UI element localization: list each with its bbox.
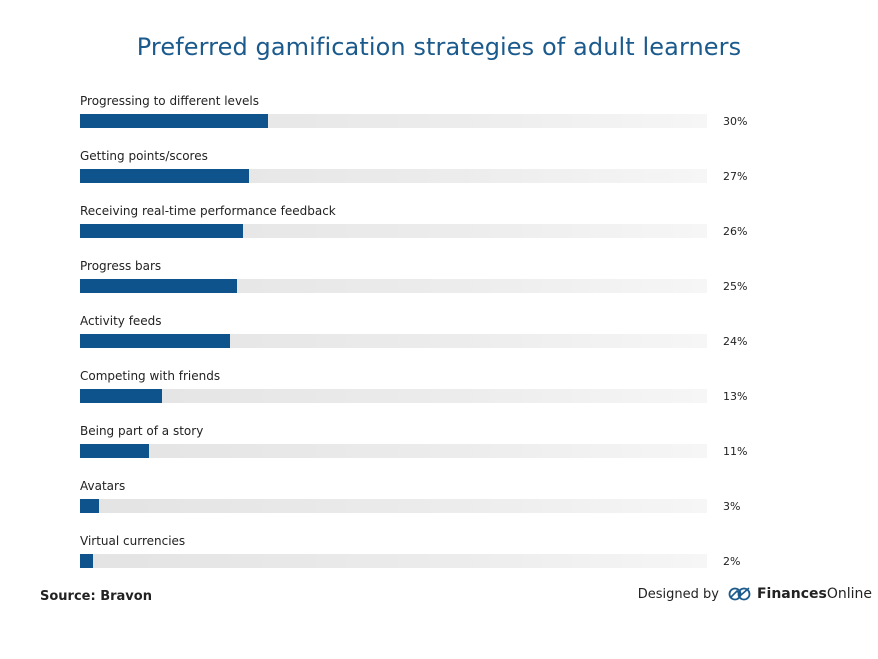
bar-row: Getting points/scores 27%	[80, 149, 780, 204]
bar-category-label: Competing with friends	[80, 369, 221, 383]
chart-title: Preferred gamification strategies of adu…	[136, 33, 742, 61]
bar	[80, 444, 149, 458]
bar-value-label: 2%	[723, 555, 741, 568]
bar-value-label: 13%	[723, 390, 748, 403]
bar-category-label: Activity feeds	[80, 314, 162, 328]
bar-category-label: Getting points/scores	[80, 149, 208, 163]
bar-track	[80, 444, 707, 458]
bar-row: Progress bars 25%	[80, 259, 780, 314]
bar	[80, 114, 269, 128]
brand-name-regular: Online	[826, 586, 872, 602]
source-note: Source: Bravon	[40, 589, 152, 604]
bar-category-label: Virtual currencies	[80, 534, 186, 548]
bar-value-label: 11%	[723, 445, 748, 458]
bar-row: Being part of a story 11%	[80, 424, 780, 479]
bar	[80, 224, 244, 238]
bar	[80, 279, 237, 293]
bar-track	[80, 389, 707, 403]
brand-name-bold: Finances	[756, 586, 827, 602]
bar-row: Competing with friends 13%	[80, 369, 780, 424]
bar-track	[80, 114, 707, 128]
bar-category-label: Receiving real-time performance feedback	[80, 204, 336, 218]
bar-category-label: Avatars	[80, 479, 126, 493]
bar-track	[80, 279, 707, 293]
bar-row: Receiving real-time performance feedback…	[80, 204, 780, 259]
bar-row: Avatars 3%	[80, 479, 780, 534]
bar-track	[80, 554, 707, 568]
bar	[80, 499, 99, 513]
bar	[80, 334, 231, 348]
bar-track	[80, 334, 707, 348]
bar-value-label: 25%	[723, 280, 748, 293]
bar-category-label: Progress bars	[80, 259, 162, 273]
designed-by-label: Designed by	[637, 586, 719, 602]
bar-value-label: 30%	[723, 115, 748, 128]
bar-value-label: 27%	[723, 170, 748, 183]
bar	[80, 554, 93, 568]
bar-value-label: 26%	[723, 225, 748, 238]
bar	[80, 389, 162, 403]
bar	[80, 169, 250, 183]
bar-category-label: Progressing to different levels	[80, 94, 260, 108]
designer-credit: Designed by Finances Online	[638, 585, 872, 603]
finances-online-logo-icon	[728, 587, 751, 601]
bar-track	[80, 499, 707, 513]
bar-value-label: 3%	[723, 500, 741, 513]
bar-chart: Progressing to different levels 30% Gettin…	[80, 94, 780, 589]
bar-row: Virtual currencies 2%	[80, 534, 780, 589]
bar-row: Progressing to different levels 30%	[80, 94, 780, 149]
bar-category-label: Being part of a story	[80, 424, 204, 438]
bar-track	[80, 224, 707, 238]
bar-value-label: 24%	[723, 335, 748, 348]
bar-row: Activity feeds 24%	[80, 314, 780, 369]
bar-track	[80, 169, 707, 183]
